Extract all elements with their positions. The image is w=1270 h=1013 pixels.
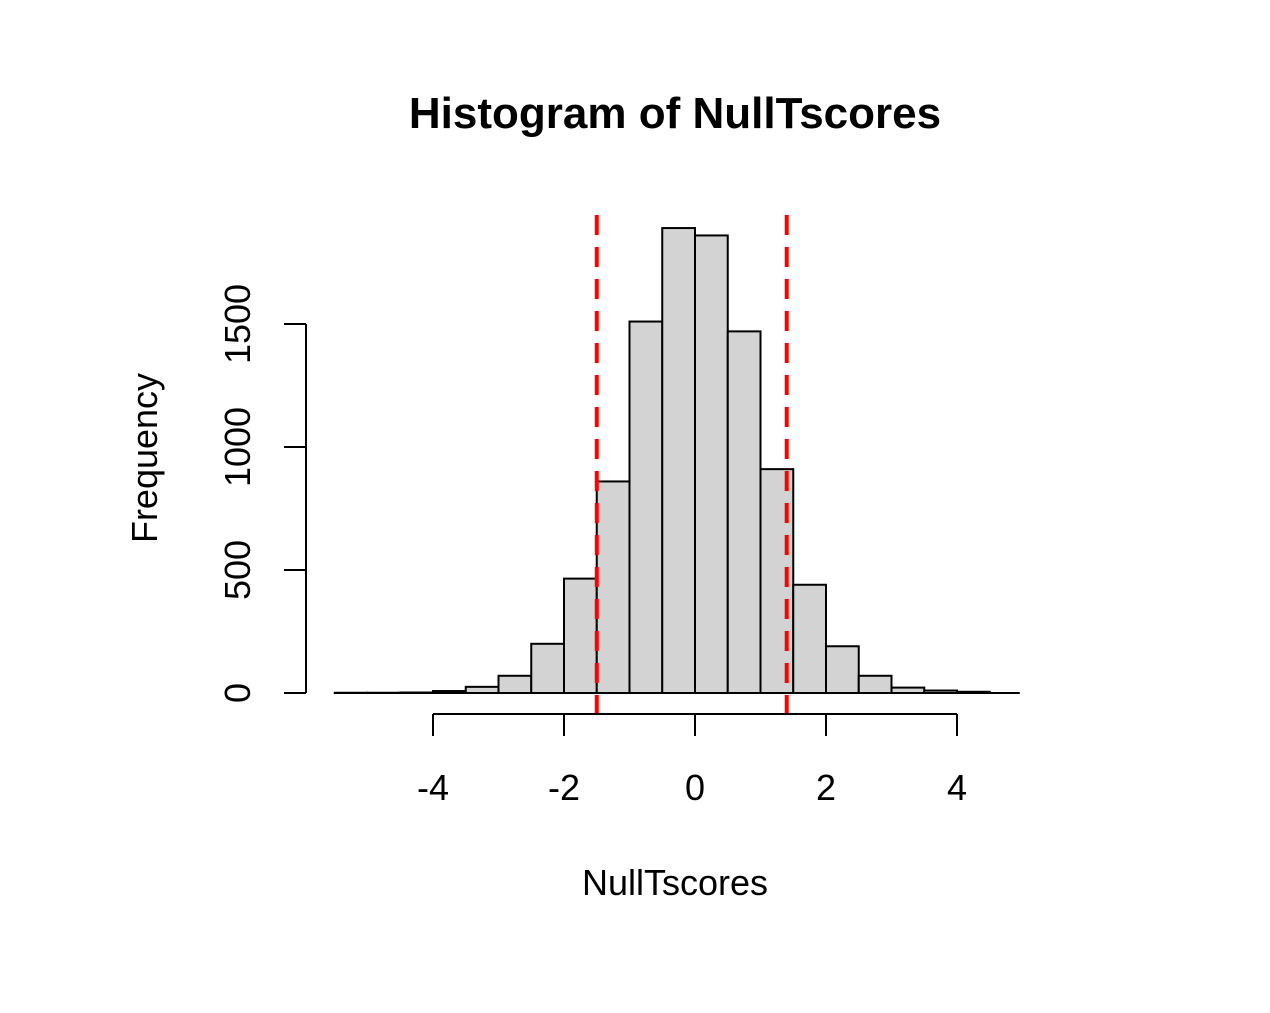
- histogram-bar: [597, 481, 630, 693]
- x-tick-label: -4: [417, 767, 449, 808]
- y-axis-label: Frequency: [124, 373, 165, 543]
- y-tick-label: 0: [217, 683, 258, 703]
- bars-layer: [335, 228, 990, 693]
- histogram-bar: [728, 331, 761, 693]
- x-tick-label: 4: [947, 767, 967, 808]
- histogram-bar: [859, 676, 892, 693]
- chart-title: Histogram of NullTscores: [409, 89, 941, 138]
- x-tick-label: 0: [685, 767, 705, 808]
- histogram-bar: [695, 235, 728, 693]
- histogram-bar: [826, 646, 859, 693]
- x-axis: -4 -2 0 2 4: [417, 714, 967, 808]
- x-tick-label: -2: [548, 767, 580, 808]
- histogram-bar: [531, 644, 564, 693]
- histogram-bar: [793, 585, 826, 693]
- histogram-bar: [564, 579, 597, 693]
- y-tick-label: 500: [217, 540, 258, 600]
- x-axis-label: NullTscores: [582, 862, 768, 903]
- y-tick-label: 1500: [217, 284, 258, 364]
- histogram-bar: [662, 228, 695, 693]
- histogram-bar: [499, 676, 532, 693]
- y-axis: 0 500 1000 1500: [217, 284, 306, 703]
- histogram-bar: [630, 322, 663, 693]
- x-tick-label: 2: [816, 767, 836, 808]
- y-tick-label: 1000: [217, 407, 258, 487]
